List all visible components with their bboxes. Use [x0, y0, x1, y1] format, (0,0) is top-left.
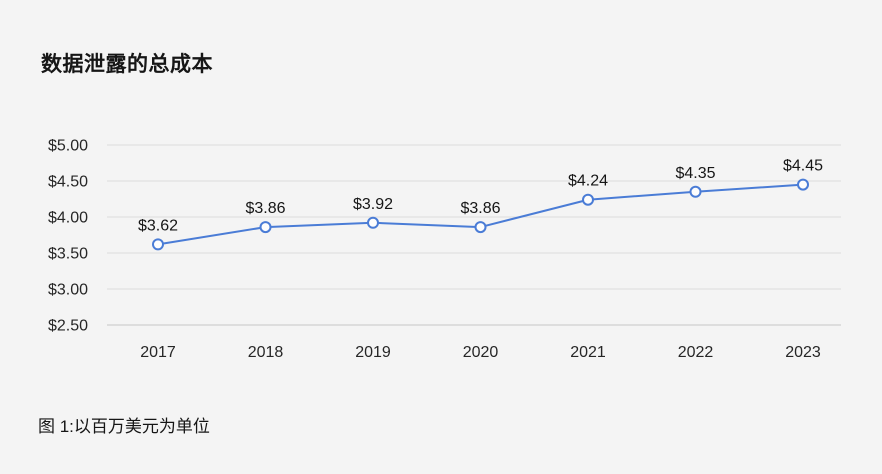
data-point-label: $3.86 [245, 200, 285, 217]
x-tick-label: 2021 [570, 344, 606, 361]
data-point-label: $4.45 [783, 158, 823, 175]
y-axis-labels: $5.00 $4.50 $4.00 $3.50 $3.00 $2.50 [48, 138, 88, 335]
data-point-label: $4.24 [568, 173, 608, 190]
data-point-label: $3.62 [138, 217, 178, 234]
y-tick-label: $2.50 [48, 318, 88, 335]
data-point-marker [582, 193, 594, 206]
y-tick-label: $4.00 [48, 210, 88, 227]
y-tick-label: $5.00 [48, 138, 88, 155]
data-series [152, 178, 809, 251]
y-tick-label: $3.00 [48, 282, 88, 299]
x-tick-label: 2017 [140, 344, 176, 361]
chart-title: 数据泄露的总成本 [41, 53, 213, 76]
x-tick-label: 2018 [248, 344, 284, 361]
x-tick-label: 2022 [678, 344, 714, 361]
data-point-label: $3.86 [460, 200, 500, 217]
data-point-marker [797, 178, 809, 191]
x-tick-label: 2019 [355, 344, 391, 361]
data-point-marker [259, 221, 272, 234]
data-point-marker [474, 221, 487, 234]
data-point-marker [689, 185, 702, 198]
data-point-marker [367, 216, 379, 229]
data-point-label: $4.35 [675, 165, 715, 182]
data-labels: $3.62 $3.86 $3.92 $3.86 $4.24 $4.35 $4.45 [138, 158, 823, 235]
x-tick-label: 2023 [785, 344, 821, 361]
y-tick-label: $4.50 [48, 174, 88, 191]
x-tick-label: 2020 [463, 344, 499, 361]
line-chart: $5.00$4.50$4.00$3.50$3.00$2.50 2017 2018 2… [48, 138, 841, 361]
x-axis-labels: 2017 2018 2019 2020 2021 2022 2023 [140, 344, 821, 361]
data-point-marker [152, 238, 164, 251]
grid-lines [107, 144, 841, 326]
data-point-label: $3.92 [353, 196, 393, 213]
figure-caption: 图 1:以百万美元为单位 [38, 417, 210, 436]
y-tick-label: $3.50 [48, 246, 88, 263]
